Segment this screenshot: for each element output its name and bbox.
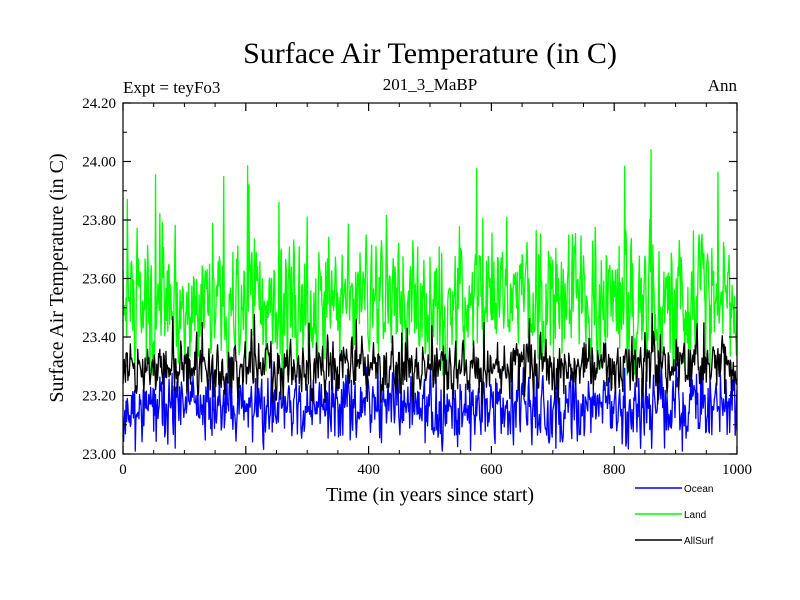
series-line-land [122, 149, 738, 376]
chart-subtitle: 201_3_MaBP [383, 75, 477, 94]
y-tick-label: 24.00 [82, 155, 116, 171]
y-tick-label: 23.00 [82, 447, 116, 463]
experiment-label: Expt = teyFo3 [123, 78, 220, 97]
x-tick-label: 400 [357, 462, 380, 478]
x-tick-label: 600 [480, 462, 503, 478]
y-tick-label: 23.80 [82, 213, 116, 229]
x-tick-label: 1000 [722, 462, 752, 478]
series-group [122, 149, 738, 452]
season-label: Ann [708, 76, 738, 95]
series-line-allsurf [122, 312, 738, 405]
y-tick-label: 23.60 [82, 272, 116, 288]
y-tick-label: 23.20 [82, 389, 116, 405]
y-tick-label: 23.40 [82, 330, 116, 346]
x-tick-label: 800 [603, 462, 626, 478]
chart-title: Surface Air Temperature (in C) [243, 37, 617, 70]
legend-label-ocean: Ocean [684, 484, 713, 495]
x-axis-label: Time (in years since start) [326, 484, 534, 506]
x-tick-label: 0 [119, 462, 127, 478]
legend-label-allsurf: AllSurf [684, 536, 714, 547]
y-tick-label: 24.20 [82, 96, 116, 112]
axes: 0 200 400 600 800 1000 23.00 23.20 23.40 23.60 23.… [82, 96, 752, 478]
series-line-ocean [122, 353, 738, 452]
legend: Ocean Land AllSurf [635, 484, 714, 547]
legend-label-land: Land [684, 510, 706, 521]
y-axis-label: Surface Air Temperature (in C) [46, 153, 68, 402]
x-tick-label: 200 [235, 462, 258, 478]
